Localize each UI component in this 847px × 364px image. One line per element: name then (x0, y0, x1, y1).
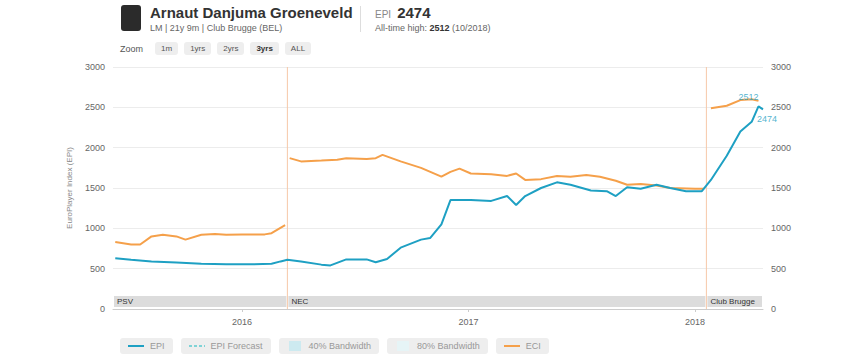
html-text:ALL: ALL (290, 44, 306, 53)
html-text:Zoom: Zoom (120, 43, 143, 54)
svg-text:3000: 3000 (771, 62, 791, 72)
svg-text:NEC: NEC (291, 297, 308, 306)
html-text:ECI: ECI (525, 341, 541, 351)
html-text:EPI Forecast: EPI Forecast (210, 341, 263, 351)
svg-text:Club Brugge: Club Brugge (710, 297, 755, 306)
svg-text:3000: 3000 (85, 62, 105, 72)
svg-text:500: 500 (90, 264, 105, 274)
svg-text:2512: 2512 (738, 92, 758, 102)
svg-text:2000: 2000 (771, 143, 791, 153)
svg-text:1000: 1000 (771, 223, 791, 233)
svg-text:2017: 2017 (459, 317, 479, 327)
svg-text:1000: 1000 (85, 223, 105, 233)
svg-text:2500: 2500 (85, 102, 105, 112)
svg-text:PSV: PSV (117, 297, 134, 306)
svg-text:500: 500 (771, 264, 786, 274)
svg-text:2474: 2474 (757, 114, 777, 124)
svg-text:2500: 2500 (771, 102, 791, 112)
html-text:2yrs: 2yrs (223, 44, 239, 53)
svg-text:0: 0 (771, 304, 776, 314)
svg-text:EuroPlayer Index (EPI): EuroPlayer Index (EPI) (65, 147, 74, 229)
svg-text:2000: 2000 (85, 143, 105, 153)
html-text:3yrs: 3yrs (256, 44, 273, 53)
html-text:80% Bandwidth: 80% Bandwidth (417, 341, 480, 351)
svg-text:2018: 2018 (685, 317, 705, 327)
html-text:Arnaut Danjuma Groeneveld: Arnaut Danjuma Groeneveld (150, 4, 353, 21)
html-text:EPI: EPI (150, 341, 165, 351)
svg-text:2016: 2016 (232, 317, 252, 327)
svg-text:1500: 1500 (771, 183, 791, 193)
svg-text:1500: 1500 (85, 183, 105, 193)
html-text:EPI 2474: EPI 2474 (375, 4, 431, 21)
html-text:1yrs: 1yrs (190, 44, 206, 53)
html-text:1m: 1m (161, 44, 173, 53)
svg-text:0: 0 (100, 304, 105, 314)
html-text:All-time high: 2512 (10/2018): All-time high: 2512 (10/2018) (375, 23, 491, 33)
html-text:LM | 21y 9m | Club Brugge (BEL: LM | 21y 9m | Club Brugge (BEL) (150, 23, 283, 33)
html-text:40% Bandwidth: 40% Bandwidth (308, 341, 372, 351)
